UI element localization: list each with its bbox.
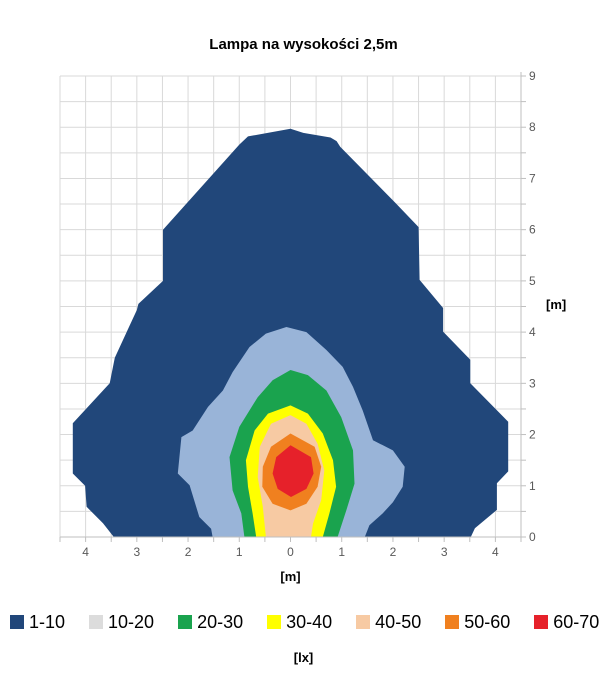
legend-label: 30-40 xyxy=(286,612,333,632)
x-tick-label: 4 xyxy=(82,545,89,559)
y-tick-label: 1 xyxy=(529,479,536,493)
y-tick-label: 3 xyxy=(529,376,536,390)
legend: 1-10 10-20 20-30 30-40 40-50 50-60 60-70 xyxy=(10,613,600,631)
legend-label: 1-10 xyxy=(29,612,66,632)
legend-item-20-30: 20-30 xyxy=(178,613,243,631)
contour-band-60-70 xyxy=(272,445,314,497)
x-tick-label: 1 xyxy=(338,545,345,559)
legend-item-1-10: 1-10 xyxy=(10,613,65,631)
legend-swatch-1-10 xyxy=(10,615,24,629)
x-tick-label: 2 xyxy=(185,545,192,559)
legend-swatch-50-60 xyxy=(445,615,460,629)
y-tick-label: 5 xyxy=(529,274,536,288)
legend-unit-label: [lx] xyxy=(293,650,314,665)
x-tick-label: 4 xyxy=(492,545,499,559)
y-tick-label: 2 xyxy=(529,428,536,442)
legend-swatch-30-40 xyxy=(267,615,282,629)
x-tick-label: 3 xyxy=(441,545,448,559)
legend-swatch-20-30 xyxy=(178,615,193,629)
legend-label: 20-30 xyxy=(197,612,244,632)
y-axis-title: [m] xyxy=(546,297,567,312)
legend-swatch-40-50 xyxy=(356,615,371,629)
legend-item-40-50: 40-50 xyxy=(356,613,421,631)
x-tick-label: 2 xyxy=(390,545,397,559)
y-tick-label: 8 xyxy=(529,120,536,134)
y-tick-label: 0 xyxy=(529,530,536,544)
x-tick-label: 3 xyxy=(133,545,140,559)
legend-label: 40-50 xyxy=(375,612,422,632)
legend-label: 50-60 xyxy=(464,612,511,632)
chart-title: Lampa na wysokości 2,5m xyxy=(209,36,398,53)
legend-item-10-20: 10-20 xyxy=(89,613,154,631)
y-tick-label: 7 xyxy=(529,171,536,185)
y-tick-label: 9 xyxy=(529,69,536,83)
legend-swatch-60-70 xyxy=(534,615,549,629)
y-tick-label: 6 xyxy=(529,223,536,237)
x-tick-label: 0 xyxy=(287,545,294,559)
legend-item-50-60: 50-60 xyxy=(445,613,510,631)
x-axis-title: [m] xyxy=(280,569,301,584)
x-tick-label: 1 xyxy=(236,545,243,559)
legend-item-60-70: 60-70 xyxy=(534,613,599,631)
legend-item-30-40: 30-40 xyxy=(267,613,332,631)
legend-label: 10-20 xyxy=(108,612,155,632)
legend-swatch-10-20 xyxy=(89,615,104,629)
legend-label: 60-70 xyxy=(553,612,600,632)
y-tick-label: 4 xyxy=(529,325,536,339)
